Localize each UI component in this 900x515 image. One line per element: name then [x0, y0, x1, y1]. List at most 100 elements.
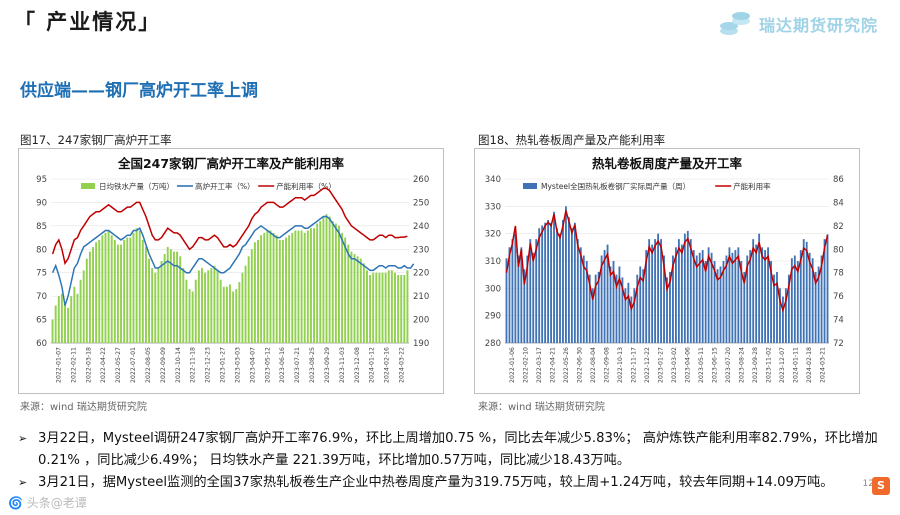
- bar: [213, 265, 216, 343]
- y-right-tick-label: 200: [413, 316, 429, 326]
- x-tick-label: 2023-03-03: [234, 347, 241, 383]
- bar: [722, 261, 725, 343]
- x-tick-label: 2023-05-11: [698, 347, 705, 383]
- bar: [752, 239, 755, 343]
- bar: [126, 237, 129, 343]
- bar: [98, 239, 101, 343]
- bar: [163, 253, 166, 343]
- x-tick-label: 2022-05-27: [115, 347, 122, 383]
- bar: [636, 274, 639, 343]
- bar: [390, 270, 393, 343]
- bullet-text: 3月22日，Mysteel调研247家钢厂高炉开工率76.9%，环比上周增加0.…: [38, 431, 878, 468]
- bar: [755, 244, 758, 343]
- x-tick-label: 2024-01-11: [792, 347, 799, 383]
- bar: [594, 274, 597, 343]
- bar: [54, 305, 57, 343]
- bar: [104, 232, 107, 343]
- bar: [341, 232, 344, 343]
- bar: [353, 253, 356, 343]
- bar: [609, 266, 612, 343]
- brand-logo: 瑞达期货研究院: [719, 10, 878, 38]
- bar: [141, 239, 144, 343]
- bar: [782, 296, 784, 343]
- bar: [247, 256, 250, 343]
- bar: [101, 235, 104, 343]
- bar: [309, 228, 312, 343]
- bar: [88, 251, 91, 343]
- hot-rolled-coil-chart-svg: 热轧卷板周度产量及开工率 Mysteel全国热轧板卷钢厂实际周产量（周） 产能利用率…: [485, 156, 844, 383]
- bar: [770, 261, 772, 343]
- bar: [319, 221, 322, 343]
- bar: [263, 232, 266, 343]
- bullet-list: ➢ 3月22日，Mysteel调研247家钢厂高炉开工率76.9%，环比上周增加…: [16, 428, 896, 494]
- y-right-tick-label: 210: [413, 292, 429, 302]
- x-tick-label: 2022-04-22: [100, 347, 107, 383]
- bar: [695, 255, 698, 343]
- bar: [677, 239, 680, 343]
- arrow-bullet-icon: ➢: [18, 476, 28, 489]
- y-left-tick-label: 60: [36, 339, 47, 349]
- x-tick-label: 2022-01-07: [55, 347, 62, 383]
- bar: [375, 272, 378, 343]
- bar: [779, 288, 781, 343]
- sogou-icon[interactable]: S: [872, 477, 890, 495]
- x-tick-label: 2022-01-06: [509, 347, 516, 383]
- bar: [672, 255, 674, 343]
- bar: [734, 250, 737, 343]
- bar: [387, 270, 390, 343]
- x-tick-label: 2022-04-21: [549, 347, 556, 383]
- bullet-item: ➢ 3月22日，Mysteel调研247家钢厂高炉开工率76.9%，环比上周增加…: [16, 428, 896, 472]
- bar: [698, 252, 701, 343]
- brand-name: 瑞达期货研究院: [758, 16, 878, 35]
- y-right-tick-label: 72: [833, 339, 844, 349]
- bar: [344, 237, 347, 343]
- bar: [151, 268, 154, 343]
- bar: [60, 293, 63, 343]
- bar: [746, 255, 749, 343]
- x-tick-label: 2023-12-07: [779, 347, 786, 383]
- bar: [657, 233, 660, 343]
- bar: [322, 216, 325, 343]
- bar: [796, 261, 799, 343]
- bar: [633, 288, 636, 343]
- bar: [356, 256, 359, 343]
- bar: [148, 258, 151, 343]
- bar: [372, 272, 375, 343]
- slide-subtitle: 供应端——钢厂高炉开工率上调: [20, 81, 258, 101]
- bar: [556, 228, 558, 343]
- bar: [529, 239, 532, 343]
- x-tick-label: 2023-11-03: [339, 347, 346, 383]
- y-right-tick-label: 230: [413, 245, 429, 255]
- bar: [197, 270, 200, 343]
- bar: [285, 237, 287, 343]
- bar: [719, 266, 722, 343]
- bar: [120, 244, 123, 343]
- bar: [621, 277, 624, 343]
- bar: [573, 222, 576, 343]
- bar: [514, 233, 517, 343]
- series-line: [505, 210, 829, 313]
- bar: [272, 232, 275, 343]
- x-tick-label: 2024-03-21: [819, 347, 826, 383]
- y-left-tick-label: 310: [485, 257, 501, 267]
- bar: [337, 225, 340, 343]
- bar: [526, 255, 529, 343]
- bar: [799, 250, 802, 343]
- figure-17-source: 来源：wind 瑞达期货研究院: [20, 402, 147, 413]
- bar: [266, 230, 269, 343]
- bar: [250, 249, 253, 343]
- bar: [615, 274, 618, 343]
- bar: [597, 271, 600, 343]
- bar: [654, 239, 657, 343]
- y-left-tick-label: 290: [485, 312, 501, 322]
- figure-17-caption: 图17、247家钢厂高炉开工率: [20, 133, 172, 147]
- x-tick-label: 2023-04-07: [249, 347, 256, 383]
- x-tick-label: 2022-08-05: [145, 347, 152, 383]
- y-left-tick-label: 70: [36, 292, 47, 302]
- y-right-tick-label: 240: [413, 222, 429, 232]
- y-left-tick-label: 80: [36, 245, 47, 255]
- bar: [95, 242, 98, 343]
- bar: [704, 261, 707, 343]
- bar: [70, 296, 73, 343]
- x-tick-label: 2022-10-14: [175, 347, 182, 383]
